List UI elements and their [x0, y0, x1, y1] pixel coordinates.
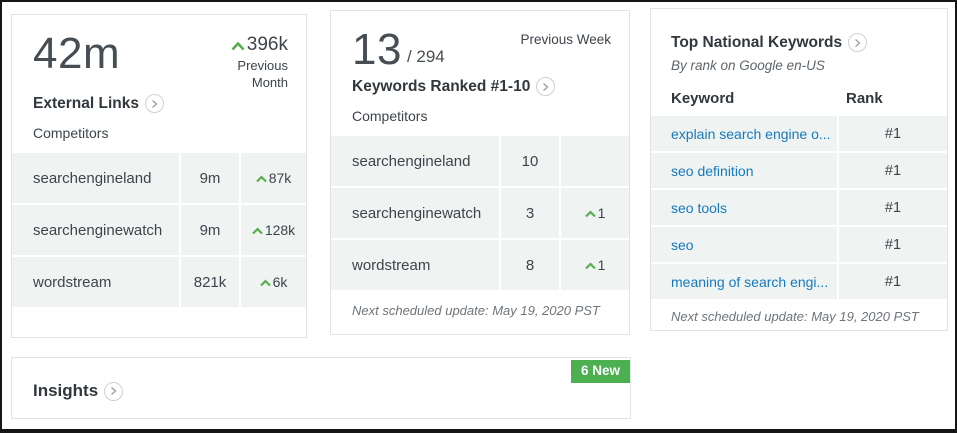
external-links-value: 42m	[33, 30, 120, 91]
top-keywords-title: Top National Keywords	[671, 34, 842, 52]
keyword-rank: #1	[839, 264, 947, 299]
table-row-value: 821k	[181, 257, 239, 307]
chevron-right-circle-icon[interactable]	[848, 33, 867, 52]
table-row-value: 10	[501, 136, 559, 186]
caret-up-icon	[260, 279, 271, 287]
table-row-name: wordstream	[12, 257, 179, 307]
keyword-link[interactable]: seo	[651, 227, 837, 262]
table-row-change-value: 128k	[265, 222, 295, 238]
rank-column-header: Rank	[837, 90, 947, 107]
chevron-right-circle-icon[interactable]	[536, 77, 555, 96]
table-row-name: searchenginewatch	[331, 188, 499, 238]
keywords-ranked-table: searchengineland 10 searchenginewatch 3 …	[331, 136, 629, 290]
keywords-ranked-header: 13 / 294 Previous Week	[331, 11, 629, 74]
table-row-change: 6k	[241, 257, 306, 307]
external-links-card: 42m 396k Previous Month External Links C…	[11, 14, 307, 338]
keyword-rank: #1	[839, 190, 947, 225]
table-row-change-value: 6k	[273, 274, 288, 290]
table-row-value: 3	[501, 188, 559, 238]
keyword-link[interactable]: explain search engine o...	[651, 116, 837, 151]
caret-up-icon	[252, 227, 263, 235]
keywords-ranked-value-wrap: 13 / 294	[352, 26, 445, 74]
external-links-change-value: 396k	[247, 34, 288, 55]
top-keywords-footer: Next scheduled update: May 19, 2020 PST	[671, 309, 947, 324]
insights-title: Insights	[33, 381, 98, 401]
dashboard: 42m 396k Previous Month External Links C…	[0, 0, 957, 433]
external-links-competitors-label: Competitors	[33, 125, 306, 141]
keyword-rank: #1	[839, 116, 947, 151]
keywords-ranked-title: Keywords Ranked #1-10	[352, 78, 530, 96]
table-row-change: 1	[561, 188, 629, 238]
table-row-name: searchengineland	[331, 136, 499, 186]
table-row-name: wordstream	[331, 240, 499, 290]
keywords-ranked-footer: Next scheduled update: May 19, 2020 PST	[352, 303, 629, 318]
table-row-change-value: 1	[598, 257, 606, 273]
table-row-change-value: 1	[598, 205, 606, 221]
keywords-ranked-period: Previous Week	[520, 26, 611, 74]
external-links-header: 42m 396k Previous Month	[12, 15, 306, 91]
keyword-column-header: Keyword	[651, 90, 837, 107]
table-row-change	[561, 136, 629, 186]
table-row-change: 87k	[241, 153, 306, 203]
caret-up-icon	[256, 175, 267, 183]
top-keywords-column-headers: Keyword Rank	[651, 90, 947, 107]
keywords-ranked-value: 13	[352, 26, 402, 74]
external-links-title-row: External Links	[33, 94, 306, 113]
top-keywords-title-row: Top National Keywords	[671, 33, 947, 52]
keyword-link[interactable]: seo tools	[651, 190, 837, 225]
keyword-rank: #1	[839, 227, 947, 262]
insights-new-badge[interactable]: 6 New	[571, 360, 630, 383]
external-links-change-block: 396k Previous Month	[218, 30, 288, 91]
table-row-value: 9m	[181, 205, 239, 255]
insights-title-row: Insights	[33, 381, 630, 401]
table-row-change-value: 87k	[269, 170, 292, 186]
keywords-ranked-competitors-label: Competitors	[352, 108, 629, 124]
top-keywords-subtitle: By rank on Google en-US	[671, 58, 947, 73]
table-row-name: searchenginewatch	[12, 205, 179, 255]
keyword-link[interactable]: meaning of search engi...	[651, 264, 837, 299]
table-row-name: searchengineland	[12, 153, 179, 203]
external-links-change: 396k	[218, 34, 288, 56]
top-keywords-card: Top National Keywords By rank on Google …	[650, 8, 948, 331]
chevron-right-circle-icon[interactable]	[145, 94, 164, 113]
caret-up-icon	[585, 262, 596, 270]
external-links-change-period: Previous Month	[218, 57, 288, 91]
external-links-table: searchengineland 9m 87k searchenginewatc…	[12, 153, 306, 307]
table-row-change: 1	[561, 240, 629, 290]
keywords-ranked-total: / 294	[407, 47, 445, 74]
caret-up-icon	[231, 41, 245, 51]
table-row-value: 8	[501, 240, 559, 290]
table-row-value: 9m	[181, 153, 239, 203]
keyword-link[interactable]: seo definition	[651, 153, 837, 188]
keyword-rank: #1	[839, 153, 947, 188]
table-row-change: 128k	[241, 205, 306, 255]
keywords-ranked-title-row: Keywords Ranked #1-10	[352, 77, 629, 96]
top-keywords-table: explain search engine o... #1 seo defini…	[651, 116, 947, 299]
insights-card: 6 New Insights	[11, 357, 631, 419]
chevron-right-circle-icon[interactable]	[104, 382, 123, 401]
external-links-title: External Links	[33, 95, 139, 113]
caret-up-icon	[585, 210, 596, 218]
keywords-ranked-card: 13 / 294 Previous Week Keywords Ranked #…	[330, 10, 630, 335]
